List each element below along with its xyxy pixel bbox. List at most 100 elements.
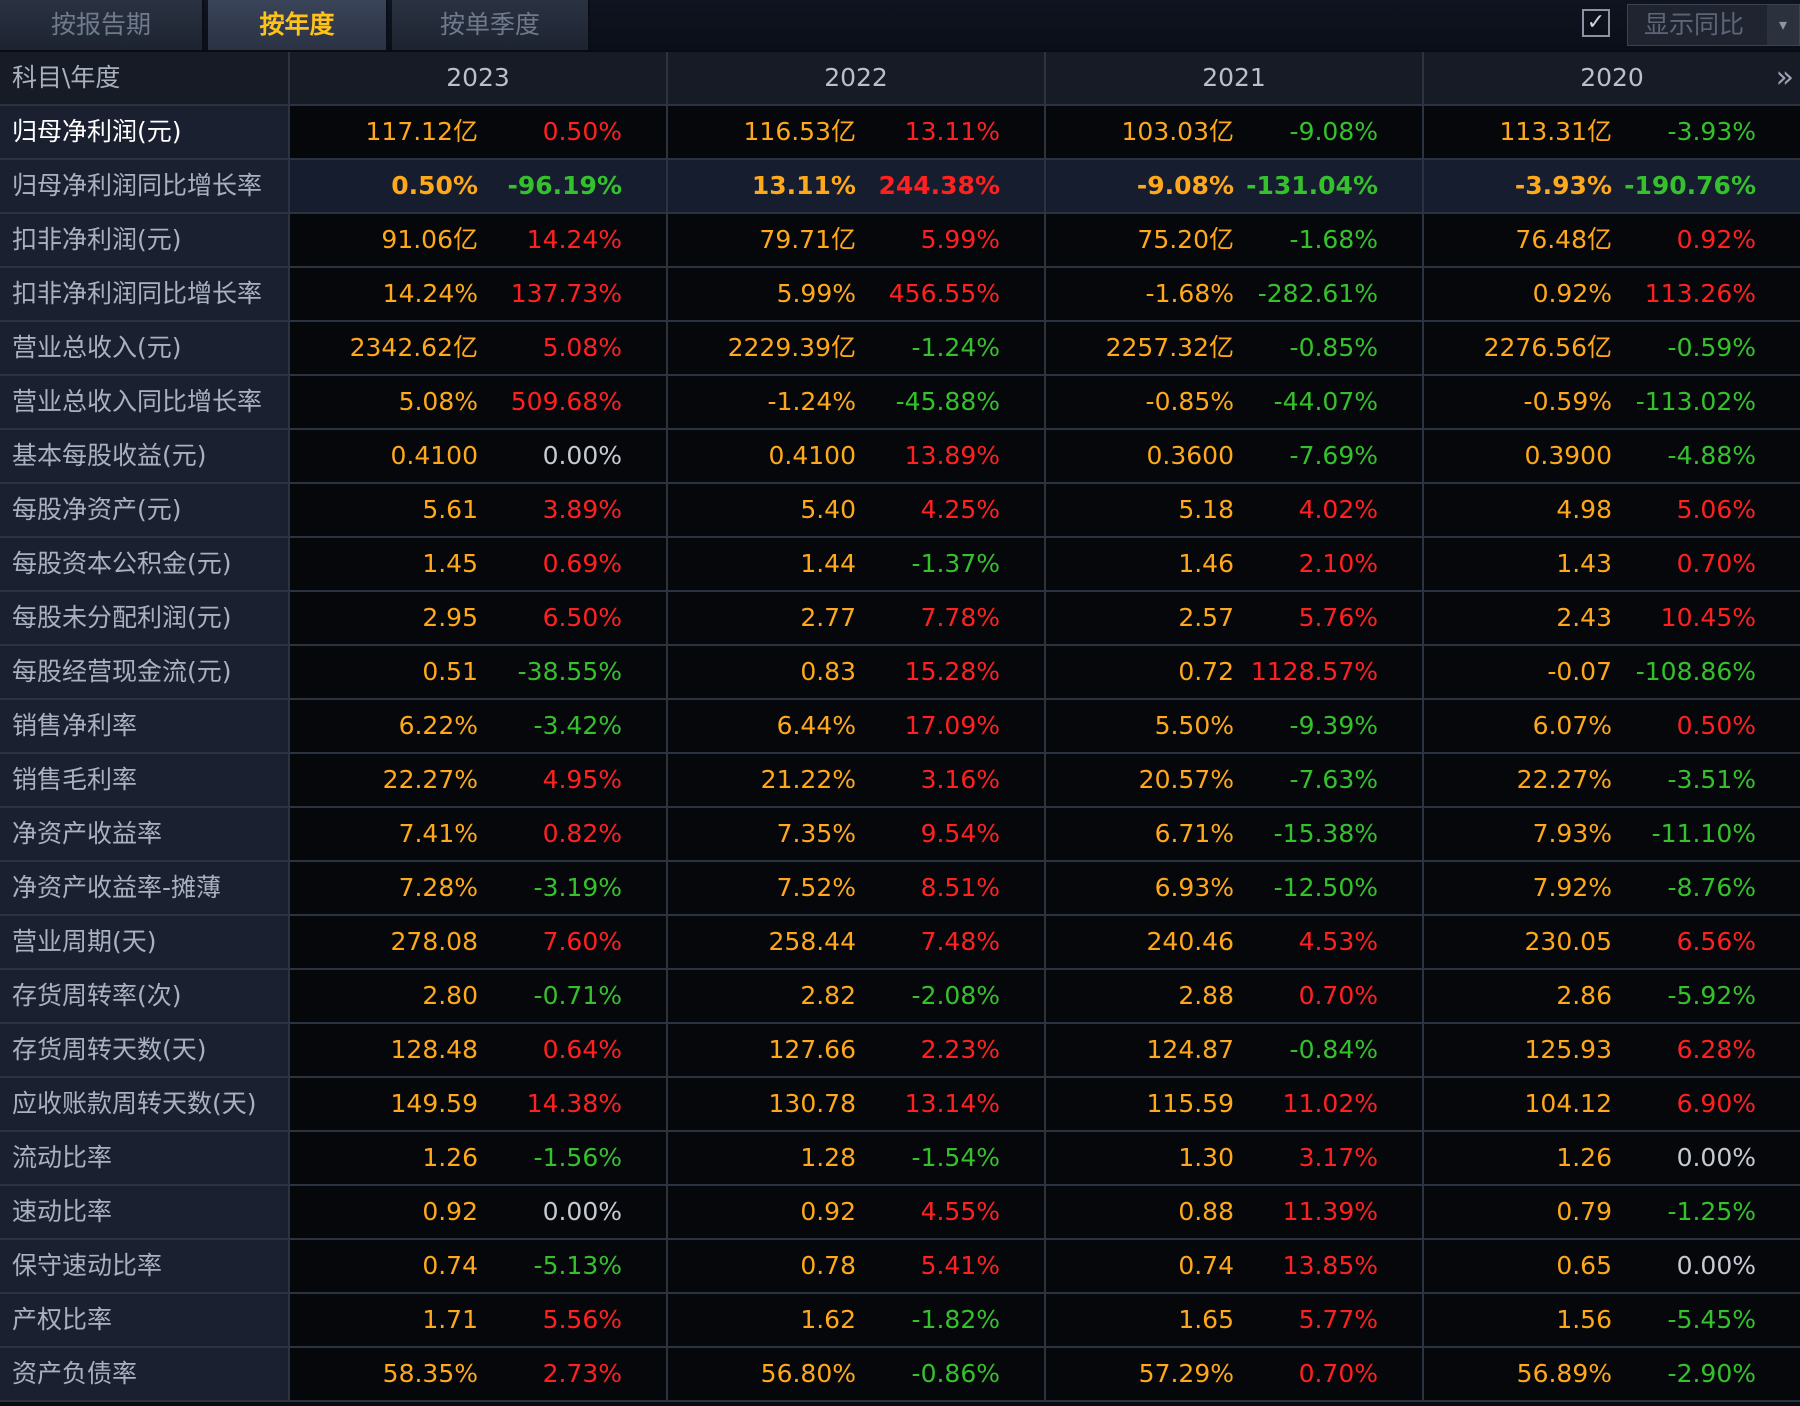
table-cell[interactable]: 0.50% -96.19% — [290, 160, 668, 212]
table-cell[interactable]: 7.41% 0.82% — [290, 808, 668, 860]
table-row[interactable]: 存货周转率(次) 2.80 -0.71% 2.82 -2.08% 2.88 0.70% 2.8… — [0, 970, 1800, 1024]
tab-by-report-period[interactable]: 按报告期 — [0, 0, 204, 50]
table-cell[interactable]: 2.77 7.78% — [668, 592, 1046, 644]
table-cell[interactable]: 7.93% -11.10% — [1424, 808, 1800, 860]
table-cell[interactable]: -3.93% -190.76% — [1424, 160, 1800, 212]
table-cell[interactable]: 7.28% -3.19% — [290, 862, 668, 914]
table-cell[interactable]: 5.18 4.02% — [1046, 484, 1424, 536]
table-cell[interactable]: 278.08 7.60% — [290, 916, 668, 968]
table-cell[interactable]: 0.51 -38.55% — [290, 646, 668, 698]
table-cell[interactable]: -0.85% -44.07% — [1046, 376, 1424, 428]
table-cell[interactable]: 115.59 11.02% — [1046, 1078, 1424, 1130]
table-cell[interactable]: 0.92 4.55% — [668, 1186, 1046, 1238]
table-cell[interactable]: 0.92% 113.26% — [1424, 268, 1800, 320]
table-cell[interactable]: 0.4100 13.89% — [668, 430, 1046, 482]
table-cell[interactable]: 1.26 0.00% — [1424, 1132, 1800, 1184]
table-cell[interactable]: 0.83 15.28% — [668, 646, 1046, 698]
table-row[interactable]: 每股资本公积金(元) 1.45 0.69% 1.44 -1.37% 1.46 2.10% 1.… — [0, 538, 1800, 592]
year-header-2020[interactable]: 2020 — [1424, 52, 1800, 104]
table-cell[interactable]: 1.62 -1.82% — [668, 1294, 1046, 1346]
table-cell[interactable]: 56.80% -0.86% — [668, 1348, 1046, 1400]
table-cell[interactable]: 0.3900 -4.88% — [1424, 430, 1800, 482]
table-cell[interactable]: 0.74 13.85% — [1046, 1240, 1424, 1292]
table-cell[interactable]: 0.88 11.39% — [1046, 1186, 1424, 1238]
table-row[interactable]: 扣非净利润(元) 91.06亿 14.24% 79.71亿 5.99% 75.20亿 -1.… — [0, 214, 1800, 268]
table-cell[interactable]: 117.12亿 0.50% — [290, 106, 668, 158]
table-cell[interactable]: 0.79 -1.25% — [1424, 1186, 1800, 1238]
table-cell[interactable]: 127.66 2.23% — [668, 1024, 1046, 1076]
table-cell[interactable]: 6.07% 0.50% — [1424, 700, 1800, 752]
table-cell[interactable]: 104.12 6.90% — [1424, 1078, 1800, 1130]
table-row[interactable]: 基本每股收益(元) 0.4100 0.00% 0.4100 13.89% 0.3600 -7… — [0, 430, 1800, 484]
table-cell[interactable]: 1.65 5.77% — [1046, 1294, 1424, 1346]
table-cell[interactable]: 22.27% 4.95% — [290, 754, 668, 806]
table-cell[interactable]: 1.30 3.17% — [1046, 1132, 1424, 1184]
scroll-right-icon[interactable]: » — [1775, 60, 1794, 95]
table-cell[interactable]: -9.08% -131.04% — [1046, 160, 1424, 212]
tab-by-year[interactable]: 按年度 — [208, 0, 388, 50]
table-row[interactable]: 扣非净利润同比增长率 14.24% 137.73% 5.99% 456.55% -1.68… — [0, 268, 1800, 322]
table-cell[interactable]: 7.52% 8.51% — [668, 862, 1046, 914]
table-row[interactable]: 净资产收益率-摊薄 7.28% -3.19% 7.52% 8.51% 6.93% -12.5… — [0, 862, 1800, 916]
table-cell[interactable]: 130.78 13.14% — [668, 1078, 1046, 1130]
table-cell[interactable]: 56.89% -2.90% — [1424, 1348, 1800, 1400]
table-row[interactable]: 销售净利率 6.22% -3.42% 6.44% 17.09% 5.50% -9.39% 6.… — [0, 700, 1800, 754]
table-cell[interactable]: 6.71% -15.38% — [1046, 808, 1424, 860]
table-cell[interactable]: 1.46 2.10% — [1046, 538, 1424, 590]
table-cell[interactable]: 1.71 5.56% — [290, 1294, 668, 1346]
table-cell[interactable]: 14.24% 137.73% — [290, 268, 668, 320]
table-cell[interactable]: 2.80 -0.71% — [290, 970, 668, 1022]
table-row[interactable]: 每股净资产(元) 5.61 3.89% 5.40 4.25% 5.18 4.02% 4.98 5… — [0, 484, 1800, 538]
table-row[interactable]: 产权比率 1.71 5.56% 1.62 -1.82% 1.65 5.77% 1.56 -5.4… — [0, 1294, 1800, 1348]
table-row[interactable]: 应收账款周转天数(天) 149.59 14.38% 130.78 13.14% 115.5… — [0, 1078, 1800, 1132]
table-cell[interactable]: 2.43 10.45% — [1424, 592, 1800, 644]
table-cell[interactable]: 2.57 5.76% — [1046, 592, 1424, 644]
table-cell[interactable]: 5.40 4.25% — [668, 484, 1046, 536]
table-cell[interactable]: 0.78 5.41% — [668, 1240, 1046, 1292]
table-cell[interactable]: 230.05 6.56% — [1424, 916, 1800, 968]
table-cell[interactable]: 113.31亿 -3.93% — [1424, 106, 1800, 158]
table-cell[interactable]: 21.22% 3.16% — [668, 754, 1046, 806]
table-cell[interactable]: 125.93 6.28% — [1424, 1024, 1800, 1076]
table-row[interactable]: 营业总收入同比增长率 5.08% 509.68% -1.24% -45.88% -0.85… — [0, 376, 1800, 430]
table-row[interactable]: 营业周期(天) 278.08 7.60% 258.44 7.48% 240.46 4.53%… — [0, 916, 1800, 970]
table-cell[interactable]: -0.59% -113.02% — [1424, 376, 1800, 428]
table-cell[interactable]: 7.35% 9.54% — [668, 808, 1046, 860]
year-header-2023[interactable]: 2023 — [290, 52, 668, 104]
table-row[interactable]: 净资产收益率 7.41% 0.82% 7.35% 9.54% 6.71% -15.38% 7.… — [0, 808, 1800, 862]
tab-by-single-quarter[interactable]: 按单季度 — [392, 0, 590, 50]
table-cell[interactable]: 5.50% -9.39% — [1046, 700, 1424, 752]
table-cell[interactable]: 79.71亿 5.99% — [668, 214, 1046, 266]
table-row[interactable]: 销售毛利率 22.27% 4.95% 21.22% 3.16% 20.57% -7.63% 2… — [0, 754, 1800, 808]
table-cell[interactable]: 13.11% 244.38% — [668, 160, 1046, 212]
table-cell[interactable]: 124.87 -0.84% — [1046, 1024, 1424, 1076]
table-row[interactable]: 归母净利润(元) 117.12亿 0.50% 116.53亿 13.11% 103.03亿… — [0, 106, 1800, 160]
table-cell[interactable]: -1.24% -45.88% — [668, 376, 1046, 428]
table-cell[interactable]: -0.07 -108.86% — [1424, 646, 1800, 698]
table-cell[interactable]: 0.65 0.00% — [1424, 1240, 1800, 1292]
table-cell[interactable]: 1.45 0.69% — [290, 538, 668, 590]
table-cell[interactable]: 2342.62亿 5.08% — [290, 322, 668, 374]
table-cell[interactable]: 1.28 -1.54% — [668, 1132, 1046, 1184]
table-cell[interactable]: 75.20亿 -1.68% — [1046, 214, 1424, 266]
table-cell[interactable]: 258.44 7.48% — [668, 916, 1046, 968]
table-row[interactable]: 保守速动比率 0.74 -5.13% 0.78 5.41% 0.74 13.85% 0.65 0… — [0, 1240, 1800, 1294]
table-row[interactable]: 速动比率 0.92 0.00% 0.92 4.55% 0.88 11.39% 0.79 -1.2… — [0, 1186, 1800, 1240]
table-cell[interactable]: 240.46 4.53% — [1046, 916, 1424, 968]
table-cell[interactable]: 0.4100 0.00% — [290, 430, 668, 482]
chevron-down-icon[interactable]: ▾ — [1767, 5, 1799, 45]
table-cell[interactable]: 149.59 14.38% — [290, 1078, 668, 1130]
table-row[interactable]: 每股未分配利润(元) 2.95 6.50% 2.77 7.78% 2.57 5.76% 2.4… — [0, 592, 1800, 646]
table-cell[interactable]: 4.98 5.06% — [1424, 484, 1800, 536]
table-cell[interactable]: 1.43 0.70% — [1424, 538, 1800, 590]
table-row[interactable]: 营业总收入(元) 2342.62亿 5.08% 2229.39亿 -1.24% 2257.… — [0, 322, 1800, 376]
table-cell[interactable]: 0.92 0.00% — [290, 1186, 668, 1238]
year-header-2021[interactable]: 2021 — [1046, 52, 1424, 104]
table-cell[interactable]: 116.53亿 13.11% — [668, 106, 1046, 158]
table-cell[interactable]: 6.93% -12.50% — [1046, 862, 1424, 914]
table-cell[interactable]: 2.88 0.70% — [1046, 970, 1424, 1022]
table-row[interactable]: 存货周转天数(天) 128.48 0.64% 127.66 2.23% 124.87 -0.… — [0, 1024, 1800, 1078]
table-cell[interactable]: 0.72 1128.57% — [1046, 646, 1424, 698]
table-cell[interactable]: 128.48 0.64% — [290, 1024, 668, 1076]
table-cell[interactable]: 5.08% 509.68% — [290, 376, 668, 428]
